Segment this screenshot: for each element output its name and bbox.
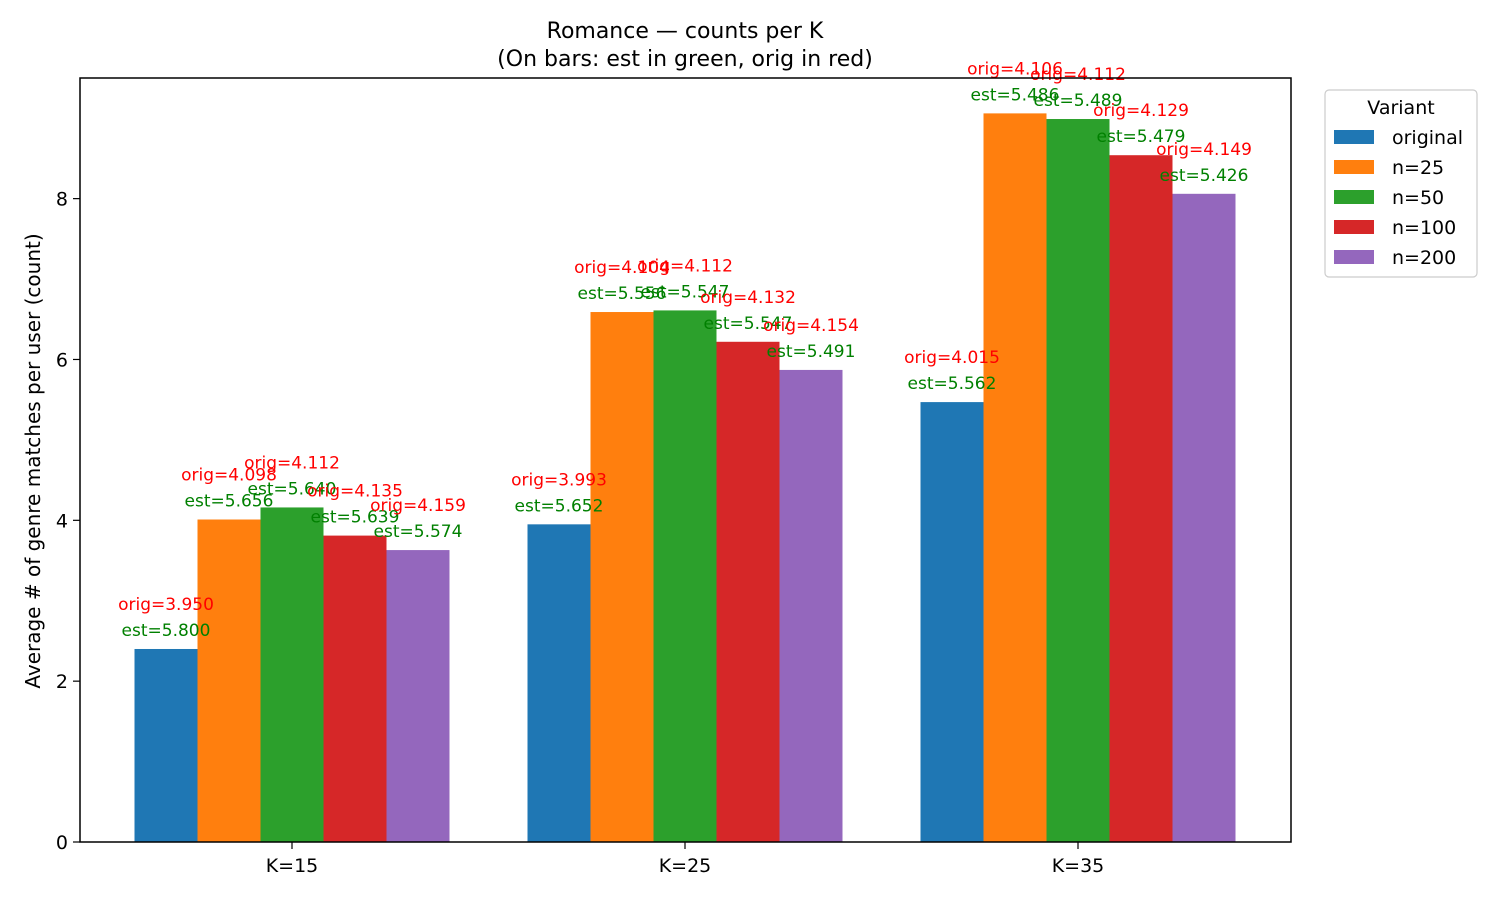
bar-n=25-K=25 xyxy=(590,312,654,842)
chart-title: Romance — counts per K xyxy=(547,19,824,44)
y-tick-label: 6 xyxy=(56,349,68,371)
orig-label: orig=4.112 xyxy=(244,453,340,473)
orig-label: orig=4.015 xyxy=(904,348,1000,368)
legend-label: n=200 xyxy=(1392,247,1456,269)
orig-label: orig=4.112 xyxy=(1030,65,1126,85)
est-label: est=5.639 xyxy=(311,508,400,528)
est-label: est=5.640 xyxy=(248,479,337,499)
est-label: est=5.562 xyxy=(908,374,997,394)
bars-layer xyxy=(134,113,1236,843)
orig-label: orig=3.950 xyxy=(118,595,214,615)
est-label: est=5.574 xyxy=(374,522,463,542)
y-axis-label: Average # of genre matches per user (cou… xyxy=(21,233,45,688)
est-label: est=5.426 xyxy=(1160,166,1249,186)
legend-swatch-n=50 xyxy=(1334,190,1374,204)
orig-label: orig=4.106 xyxy=(967,59,1063,79)
orig-label: orig=4.112 xyxy=(637,256,733,276)
est-label: est=5.547 xyxy=(641,282,730,302)
est-label: est=5.486 xyxy=(971,85,1060,105)
est-label: est=5.547 xyxy=(704,314,793,334)
orig-label: orig=4.154 xyxy=(763,316,859,336)
orig-label: orig=4.132 xyxy=(700,288,796,308)
bar-n=100-K=15 xyxy=(323,535,387,842)
orig-label: orig=4.159 xyxy=(370,496,466,516)
bar-n=200-K=35 xyxy=(1172,193,1236,842)
x-tick-label: K=15 xyxy=(266,855,319,877)
orig-label: orig=4.135 xyxy=(307,482,403,502)
est-label: est=5.479 xyxy=(1097,127,1186,147)
legend-title: Variant xyxy=(1367,97,1434,119)
bar-n=50-K=35 xyxy=(1046,119,1110,842)
bar-n=25-K=35 xyxy=(983,113,1047,843)
legend-label: original xyxy=(1392,127,1463,149)
orig-label: orig=4.098 xyxy=(181,466,277,486)
bar-n=200-K=15 xyxy=(386,550,450,842)
bar-n=50-K=15 xyxy=(260,507,324,842)
orig-label: orig=4.129 xyxy=(1093,101,1189,121)
x-tick-label: K=35 xyxy=(1052,855,1105,877)
bar-original-K=35 xyxy=(920,402,984,842)
y-tick-label: 2 xyxy=(56,671,68,693)
legend-swatch-original xyxy=(1334,130,1374,144)
chart-title-group: Romance — counts per K (On bars: est in … xyxy=(497,19,873,72)
est-label: est=5.800 xyxy=(122,621,211,641)
legend-label: n=25 xyxy=(1392,157,1444,179)
bar-original-K=15 xyxy=(134,648,198,842)
bar-original-K=25 xyxy=(527,524,591,842)
axes-layer: 0 2 4 6 8 K=15 K=25 K=35 xyxy=(56,77,1292,877)
legend-swatch-n=100 xyxy=(1334,220,1374,234)
est-label: est=5.491 xyxy=(767,342,856,362)
bar-n=50-K=25 xyxy=(653,310,717,842)
y-tick-label: 0 xyxy=(56,832,68,854)
orig-label: orig=4.149 xyxy=(1156,140,1252,160)
bar-n=100-K=25 xyxy=(716,341,780,842)
est-label: est=5.656 xyxy=(185,492,274,512)
orig-label: orig=4.104 xyxy=(574,258,670,278)
orig-label: orig=3.993 xyxy=(511,470,607,490)
annotations-layer: est=5.800 orig=3.950 est=5.652 orig=3.993 es… xyxy=(118,59,1252,641)
y-tick-label: 4 xyxy=(56,510,68,532)
legend-swatch-n=25 xyxy=(1334,160,1374,174)
bar-n=25-K=15 xyxy=(197,519,261,842)
chart-subtitle: (On bars: est in green, orig in red) xyxy=(497,47,873,72)
est-label: est=5.652 xyxy=(515,496,604,516)
legend-swatch-n=200 xyxy=(1334,250,1374,264)
bar-n=100-K=35 xyxy=(1109,155,1173,842)
bar-n=200-K=25 xyxy=(779,369,843,842)
x-tick-label: K=25 xyxy=(659,855,712,877)
y-tick-label: 8 xyxy=(56,189,68,211)
legend-label: n=100 xyxy=(1392,217,1456,239)
legend: Variant original n=25 n=50 n=100 n=200 xyxy=(1324,89,1478,278)
est-label: est=5.489 xyxy=(1034,91,1123,111)
legend-label: n=50 xyxy=(1392,187,1444,209)
est-label: est=5.556 xyxy=(578,284,667,304)
